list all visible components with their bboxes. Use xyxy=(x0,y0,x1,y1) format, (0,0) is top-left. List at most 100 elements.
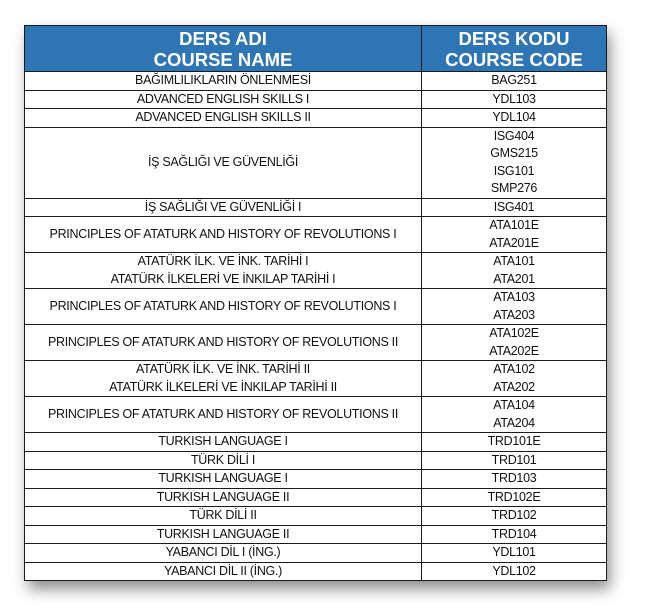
course-code: YDL101 xyxy=(492,545,536,559)
course-code-cell: ATA102E ATA202E xyxy=(421,324,607,361)
header-name-en: COURSE NAME xyxy=(153,48,293,70)
course-name-cell: ATATÜRK İLK. VE İNK. TARİHİ II ATATÜRK İL… xyxy=(24,360,422,397)
table-row: ATATÜRK İLK. VE İNK. TARİHİ I ATATÜRK İLK… xyxy=(24,252,607,289)
course-name: PRINCIPLES OF ATATURK AND HISTORY OF REV… xyxy=(47,334,399,349)
header-row: DERS ADI COURSE NAME DERS KODU COURSE CO… xyxy=(24,25,607,72)
header-code-tr: DERS KODU xyxy=(458,27,570,49)
table-body: BAĞIMLILIKLARIN ÖNLENMESİ BAG251 ADVANCED … xyxy=(24,71,607,581)
course-code-cell: ATA101E ATA201E xyxy=(421,216,607,253)
course-name-cell: YABANCI DİL II (İNG.) xyxy=(24,561,422,581)
course-code: ATA203 xyxy=(493,307,535,322)
course-name-cell: PRINCIPLES OF ATATURK AND HISTORY OF REV… xyxy=(24,396,422,433)
course-name: ATATÜRK İLK. VE İNK. TARİHİ I xyxy=(137,254,309,268)
course-name: ADVANCED ENGLISH SKILLS I xyxy=(136,91,310,106)
course-name: TÜRK DİLİ I xyxy=(190,452,256,467)
table-row: BAĞIMLILIKLARIN ÖNLENMESİ BAG251 xyxy=(24,71,607,91)
course-code: ATA201 xyxy=(493,271,535,286)
course-code-cell: ISG404 GMS215 ISG101 SMP276 xyxy=(421,126,607,199)
course-name-cell: PRINCIPLES OF ATATURK AND HISTORY OF REV… xyxy=(24,288,422,325)
table-row: TURKISH LANGUAGE I TRD103 xyxy=(24,469,607,489)
course-name-cell: TURKISH LANGUAGE I xyxy=(24,432,422,452)
table-row: İŞ SAĞLIĞI VE GÜVENLİĞİ ISG404 GMS215 ISG10… xyxy=(24,126,607,199)
course-code-cell: YDL103 xyxy=(421,89,607,109)
course-name-cell: TURKISH LANGUAGE II xyxy=(24,524,422,544)
course-name: YABANCI DİL II (İNG.) xyxy=(163,563,283,578)
table-row: İŞ SAĞLIĞI VE GÜVENLİĞİ I ISG401 xyxy=(24,197,607,217)
course-code: ATA201E xyxy=(489,235,539,250)
course-code-cell: TRD101 xyxy=(421,450,607,470)
course-code: ATA202 xyxy=(493,379,535,394)
course-table: DERS ADI COURSE NAME DERS KODU COURSE CO… xyxy=(24,25,607,581)
header-code-en: COURSE CODE xyxy=(445,48,583,70)
course-code-cell: ATA102 ATA202 xyxy=(421,360,607,397)
course-name: ATATÜRK İLKELERİ VE İNKILAP TARİHİ I xyxy=(110,271,336,286)
course-code: ATA204 xyxy=(493,415,535,430)
course-name-cell: İŞ SAĞLIĞI VE GÜVENLİĞİ xyxy=(24,126,422,199)
course-code: TRD102E xyxy=(487,489,541,504)
course-code: ATA101E xyxy=(489,218,539,232)
course-name: İŞ SAĞLIĞI VE GÜVENLİĞİ I xyxy=(144,199,302,214)
header-course-code: DERS KODU COURSE CODE xyxy=(421,25,607,72)
table-row: YABANCI DİL II (İNG.) YDL102 xyxy=(24,561,607,581)
course-name-cell: TÜRK DİLİ I xyxy=(24,450,422,470)
course-code-cell: YDL101 xyxy=(421,543,607,563)
course-code: TRD101 xyxy=(491,452,537,467)
course-name: PRINCIPLES OF ATATURK AND HISTORY OF REV… xyxy=(49,226,397,241)
course-name-cell: TURKISH LANGUAGE II xyxy=(24,487,422,507)
course-name: TÜRK DİLİ II xyxy=(189,508,257,522)
course-code-cell: ATA104 ATA204 xyxy=(421,396,607,433)
course-code: ATA104 xyxy=(493,398,535,412)
course-code-cell: YDL104 xyxy=(421,108,607,128)
course-code: ISG101 xyxy=(493,163,535,178)
table-row: PRINCIPLES OF ATATURK AND HISTORY OF REV… xyxy=(24,324,607,361)
course-code: ATA103 xyxy=(493,290,535,304)
course-code-cell: TRD102E xyxy=(421,487,607,507)
course-code-cell: TRD102 xyxy=(421,506,607,526)
course-name-cell: ATATÜRK İLK. VE İNK. TARİHİ I ATATÜRK İLK… xyxy=(24,252,422,289)
course-name-cell: ADVANCED ENGLISH SKILLS I xyxy=(24,89,422,109)
course-code: ATA102E xyxy=(489,326,539,340)
course-code: ATA101 xyxy=(493,254,535,268)
course-code: TRD102 xyxy=(491,508,537,522)
course-name: TURKISH LANGUAGE II xyxy=(156,489,290,504)
course-name: TURKISH LANGUAGE I xyxy=(158,434,288,448)
course-name: ATATÜRK İLKELERİ VE İNKILAP TARİHİ II xyxy=(109,379,337,394)
course-code: GMS215 xyxy=(490,146,538,160)
course-table-frame: DERS ADI COURSE NAME DERS KODU COURSE CO… xyxy=(24,25,607,581)
course-name-cell: YABANCI DİL I (İNG.) xyxy=(24,543,422,563)
course-code-cell: ATA101 ATA201 xyxy=(421,252,607,289)
course-code-cell: YDL102 xyxy=(421,561,607,581)
course-name: BAĞIMLILIKLARIN ÖNLENMESİ xyxy=(135,73,311,87)
table-row: ADVANCED ENGLISH SKILLS I YDL103 xyxy=(24,89,607,109)
course-code: TRD103 xyxy=(491,471,537,485)
course-code: SMP276 xyxy=(490,181,538,195)
course-code: YDL102 xyxy=(492,563,536,578)
course-code-cell: TRD103 xyxy=(421,469,607,489)
course-name: İŞ SAĞLIĞI VE GÜVENLİĞİ xyxy=(147,154,299,169)
course-code: YDL103 xyxy=(492,91,536,106)
course-code: BAG251 xyxy=(491,73,537,87)
course-name-cell: PRINCIPLES OF ATATURK AND HISTORY OF REV… xyxy=(24,324,422,361)
course-name-cell: PRINCIPLES OF ATATURK AND HISTORY OF REV… xyxy=(24,216,422,253)
table-row: TURKISH LANGUAGE II TRD102E xyxy=(24,487,607,507)
table-row: PRINCIPLES OF ATATURK AND HISTORY OF REV… xyxy=(24,396,607,433)
table-row: ADVANCED ENGLISH SKILLS II YDL104 xyxy=(24,108,607,128)
table-row: TURKISH LANGUAGE II TRD104 xyxy=(24,524,607,544)
course-name: PRINCIPLES OF ATATURK AND HISTORY OF REV… xyxy=(47,406,399,421)
course-code-cell: BAG251 xyxy=(421,71,607,91)
course-code: TRD104 xyxy=(491,526,537,541)
course-code: ATA202E xyxy=(489,343,539,358)
course-code: ISG404 xyxy=(493,128,535,143)
table-row: TÜRK DİLİ I TRD101 xyxy=(24,450,607,470)
course-code: ATA102 xyxy=(493,362,535,376)
course-code: TRD101E xyxy=(487,434,541,448)
header-course-name: DERS ADI COURSE NAME xyxy=(24,25,422,72)
course-name-cell: ADVANCED ENGLISH SKILLS II xyxy=(24,108,422,128)
course-name-cell: TÜRK DİLİ II xyxy=(24,506,422,526)
table-row: PRINCIPLES OF ATATURK AND HISTORY OF REV… xyxy=(24,288,607,325)
course-code-cell: TRD104 xyxy=(421,524,607,544)
course-code: ISG401 xyxy=(493,199,535,214)
course-code: YDL104 xyxy=(492,110,536,124)
course-code-cell: TRD101E xyxy=(421,432,607,452)
course-name: YABANCI DİL I (İNG.) xyxy=(165,545,281,559)
